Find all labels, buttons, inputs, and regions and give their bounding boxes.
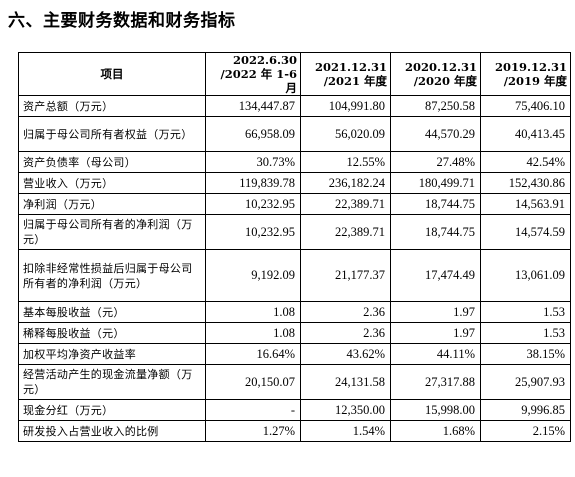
table-row: 研发投入占营业收入的比例 1.27% 1.54% 1.68% 2.15% <box>18 420 571 442</box>
column-header-period: 2021.12.31 /2021 年度 <box>300 52 391 96</box>
cell-value: 1.97 <box>390 322 481 344</box>
table-row: 归属于母公司所有者的净利润（万元） 10,232.95 22,389.71 18… <box>18 214 571 250</box>
cell-value: 14,574.59 <box>480 214 571 250</box>
period-range: /2022 年 1-6 月 <box>220 67 298 95</box>
period-date: 2021.12.31 <box>314 60 387 74</box>
cell-value: 152,430.86 <box>480 172 571 194</box>
cell-value: - <box>205 399 301 421</box>
cell-value: 17,474.49 <box>390 249 481 302</box>
row-label: 营业收入（万元） <box>18 172 206 194</box>
row-label: 扣除非经常性损益后归属于母公司所有者的净利润（万元） <box>18 249 206 302</box>
cell-value: 18,744.75 <box>390 214 481 250</box>
table-row: 营业收入（万元） 119,839.78 236,182.24 180,499.7… <box>18 172 571 194</box>
table-row: 稀释每股收益（元） 1.08 2.36 1.97 1.53 <box>18 322 571 344</box>
cell-value: 15,998.00 <box>390 399 481 421</box>
cell-value: 12,350.00 <box>300 399 391 421</box>
cell-value: 1.97 <box>390 301 481 323</box>
cell-value: 1.54% <box>300 420 391 442</box>
cell-value: 38.15% <box>480 343 571 365</box>
cell-value: 236,182.24 <box>300 172 391 194</box>
cell-value: 2.36 <box>300 322 391 344</box>
period-range: /2019 年度 <box>503 74 567 88</box>
row-label: 资产总额（万元） <box>18 95 206 117</box>
cell-value: 1.68% <box>390 420 481 442</box>
row-label: 现金分红（万元） <box>18 399 206 421</box>
cell-value: 75,406.10 <box>480 95 571 117</box>
row-label: 归属于母公司所有者的净利润（万元） <box>18 214 206 250</box>
cell-value: 1.53 <box>480 322 571 344</box>
column-header-period: 2020.12.31 /2020 年度 <box>390 52 481 96</box>
period-date: 2019.12.31 <box>494 60 567 74</box>
cell-value: 56,020.09 <box>300 116 391 152</box>
cell-value: 30.73% <box>205 151 301 173</box>
cell-value: 40,413.45 <box>480 116 571 152</box>
cell-value: 180,499.71 <box>390 172 481 194</box>
cell-value: 134,447.87 <box>205 95 301 117</box>
cell-value: 13,061.09 <box>480 249 571 302</box>
row-label: 净利润（万元） <box>18 193 206 215</box>
cell-value: 9,192.09 <box>205 249 301 302</box>
cell-value: 104,991.80 <box>300 95 391 117</box>
row-label: 研发投入占营业收入的比例 <box>18 420 206 442</box>
cell-value: 22,389.71 <box>300 214 391 250</box>
period-range: /2020 年度 <box>413 74 477 88</box>
cell-value: 27.48% <box>390 151 481 173</box>
table-row: 资产总额（万元） 134,447.87 104,991.80 87,250.58… <box>18 95 571 117</box>
cell-value: 16.64% <box>205 343 301 365</box>
cell-value: 44.11% <box>390 343 481 365</box>
period-range: /2021 年度 <box>323 74 387 88</box>
table-row: 现金分红（万元） - 12,350.00 15,998.00 9,996.85 <box>18 399 571 421</box>
cell-value: 87,250.58 <box>390 95 481 117</box>
cell-value: 12.55% <box>300 151 391 173</box>
cell-value: 25,907.93 <box>480 364 571 400</box>
cell-value: 22,389.71 <box>300 193 391 215</box>
cell-value: 2.15% <box>480 420 571 442</box>
cell-value: 1.08 <box>205 322 301 344</box>
cell-value: 24,131.58 <box>300 364 391 400</box>
column-header-item: 项目 <box>18 52 206 96</box>
cell-value: 10,232.95 <box>205 214 301 250</box>
table-row: 净利润（万元） 10,232.95 22,389.71 18,744.75 14… <box>18 193 571 215</box>
cell-value: 18,744.75 <box>390 193 481 215</box>
cell-value: 9,996.85 <box>480 399 571 421</box>
section-title: 六、主要财务数据和财务指标 <box>8 11 236 31</box>
period-date: 2022.6.30 <box>232 53 297 68</box>
table-row: 经营活动产生的现金流量净额（万元） 20,150.07 24,131.58 27… <box>18 364 571 400</box>
cell-value: 119,839.78 <box>205 172 301 194</box>
row-label: 加权平均净资产收益率 <box>18 343 206 365</box>
cell-value: 1.08 <box>205 301 301 323</box>
cell-value: 14,563.91 <box>480 193 571 215</box>
table-row: 归属于母公司所有者权益（万元） 66,958.09 56,020.09 44,5… <box>18 116 571 152</box>
cell-value: 27,317.88 <box>390 364 481 400</box>
cell-value: 1.53 <box>480 301 571 323</box>
cell-value: 20,150.07 <box>205 364 301 400</box>
financial-data-table: 项目 2022.6.30 /2022 年 1-6 月 2021.12.31 /2… <box>18 52 571 442</box>
cell-value: 1.27% <box>205 420 301 442</box>
cell-value: 2.36 <box>300 301 391 323</box>
cell-value: 42.54% <box>480 151 571 173</box>
cell-value: 21,177.37 <box>300 249 391 302</box>
table-row: 基本每股收益（元） 1.08 2.36 1.97 1.53 <box>18 301 571 323</box>
column-header-period: 2019.12.31 /2019 年度 <box>480 52 571 96</box>
cell-value: 44,570.29 <box>390 116 481 152</box>
row-label: 基本每股收益（元） <box>18 301 206 323</box>
row-label: 稀释每股收益（元） <box>18 322 206 344</box>
table-header-row: 项目 2022.6.30 /2022 年 1-6 月 2021.12.31 /2… <box>18 52 571 96</box>
row-label: 归属于母公司所有者权益（万元） <box>18 116 206 152</box>
cell-value: 66,958.09 <box>205 116 301 152</box>
table-row: 加权平均净资产收益率 16.64% 43.62% 44.11% 38.15% <box>18 343 571 365</box>
row-label: 资产负债率（母公司） <box>18 151 206 173</box>
period-date: 2020.12.31 <box>404 60 477 74</box>
cell-value: 43.62% <box>300 343 391 365</box>
cell-value: 10,232.95 <box>205 193 301 215</box>
table-row: 扣除非经常性损益后归属于母公司所有者的净利润（万元） 9,192.09 21,1… <box>18 249 571 302</box>
column-header-period: 2022.6.30 /2022 年 1-6 月 <box>205 52 301 96</box>
table-row: 资产负债率（母公司） 30.73% 12.55% 27.48% 42.54% <box>18 151 571 173</box>
row-label: 经营活动产生的现金流量净额（万元） <box>18 364 206 400</box>
